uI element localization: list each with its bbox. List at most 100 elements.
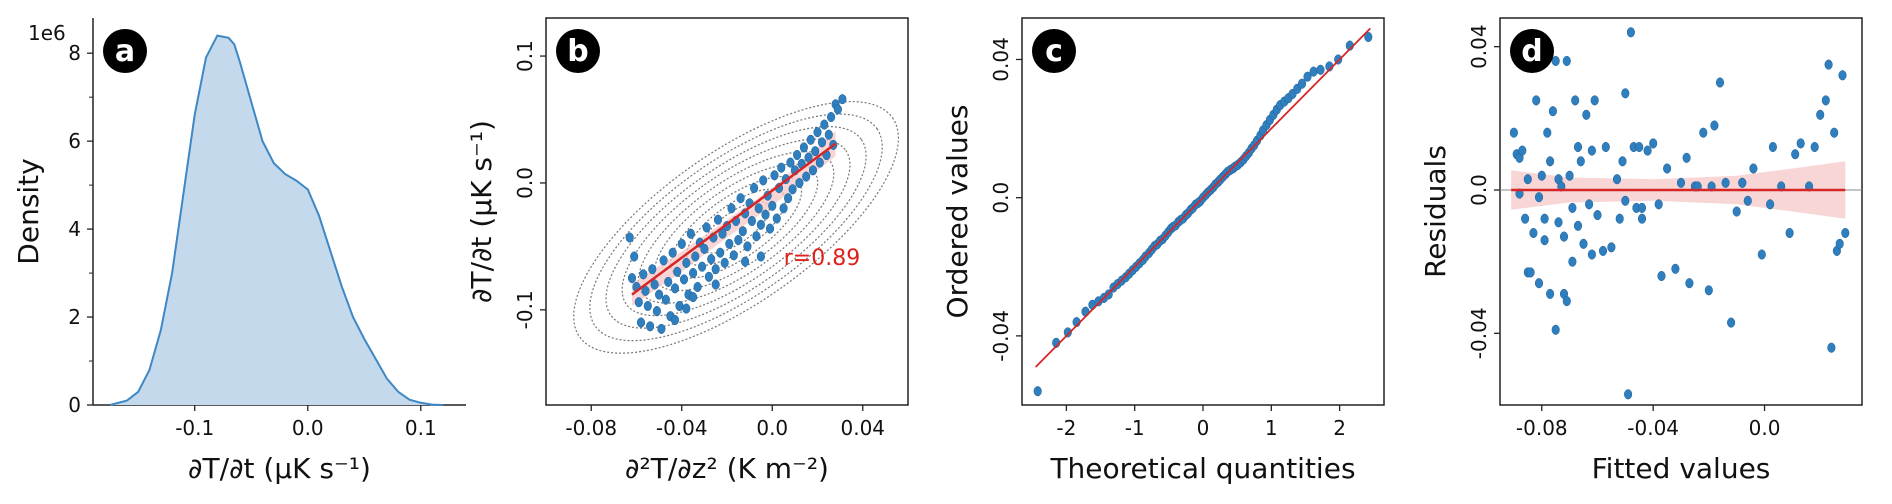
data-point — [759, 175, 768, 186]
data-point — [1063, 327, 1072, 338]
y-axis-label: ∂T/∂t (μK s⁻¹) — [465, 120, 498, 303]
data-point — [677, 238, 686, 249]
data-point — [1364, 31, 1373, 43]
data-point — [652, 306, 661, 317]
data-point — [1715, 77, 1725, 88]
data-point — [1676, 177, 1686, 188]
data-point — [1573, 141, 1583, 153]
data-point — [1738, 177, 1747, 188]
contour-ring — [573, 100, 899, 354]
data-point — [1757, 249, 1766, 260]
data-point — [1635, 141, 1644, 153]
data-point — [698, 261, 707, 272]
data-point — [788, 184, 797, 195]
data-point — [1587, 145, 1596, 156]
data-point — [1621, 195, 1630, 206]
data-point — [630, 251, 639, 262]
x-tick-label: 0.0 — [756, 416, 788, 440]
data-point — [1766, 199, 1775, 210]
data-point — [747, 215, 756, 227]
x-tick-label: -1 — [1125, 416, 1145, 440]
data-point — [1309, 66, 1318, 77]
data-point — [643, 300, 652, 312]
data-point — [1546, 156, 1555, 167]
x-tick-label: -0.08 — [565, 416, 617, 440]
data-point — [636, 317, 646, 328]
x-tick-label: -0.08 — [1516, 416, 1568, 440]
y-tick-label: 0.04 — [1467, 24, 1491, 69]
data-point — [1509, 127, 1518, 138]
x-axis-label: Theoretical quantities — [1049, 452, 1355, 485]
data-point — [808, 165, 818, 176]
data-point — [1643, 145, 1652, 156]
data-point — [1585, 199, 1594, 210]
data-point — [702, 222, 711, 233]
data-point — [711, 279, 720, 290]
data-point — [1749, 163, 1758, 174]
contour-ring — [621, 138, 851, 317]
data-point — [1732, 206, 1741, 217]
x-axis-label: ∂²T/∂z² (K m⁻²) — [625, 452, 829, 485]
x-axis-label: ∂T/∂t (μK s⁻¹) — [188, 452, 371, 485]
data-point — [1537, 170, 1546, 181]
y-tick-label: 0 — [68, 393, 81, 417]
x-tick-label: 1 — [1265, 416, 1278, 440]
data-point — [813, 127, 822, 138]
data-point — [738, 226, 747, 237]
kde-area — [109, 35, 444, 405]
data-point — [1626, 27, 1635, 38]
data-point — [1785, 227, 1794, 239]
data-point — [833, 104, 842, 115]
y-tick-label: 2 — [68, 305, 81, 329]
data-point — [1649, 138, 1658, 149]
data-point — [716, 247, 725, 258]
data-point — [1682, 152, 1691, 163]
data-point — [1671, 263, 1680, 274]
data-point — [786, 157, 795, 168]
panel-letter: c — [1045, 34, 1063, 69]
data-point — [1551, 324, 1560, 335]
data-point — [1710, 120, 1719, 131]
data-point — [1598, 245, 1608, 256]
data-point — [772, 213, 781, 224]
axes-frame — [1021, 17, 1385, 406]
data-point — [1821, 95, 1830, 106]
data-point — [1593, 210, 1602, 221]
data-point — [1562, 55, 1571, 67]
data-point — [691, 251, 700, 262]
data-point — [693, 281, 702, 293]
data-point — [1303, 71, 1312, 82]
data-point — [768, 200, 777, 211]
x-tick-label: 0.0 — [292, 416, 324, 440]
data-point — [1621, 88, 1630, 99]
fit-line — [631, 142, 837, 296]
data-point — [661, 294, 670, 305]
data-point — [1704, 285, 1713, 296]
y-axis-label: Density — [12, 158, 45, 264]
panel-letter: d — [1521, 34, 1542, 69]
x-tick-label: 0.0 — [1749, 416, 1781, 440]
data-point — [1791, 149, 1800, 160]
data-point — [682, 303, 691, 314]
data-point — [756, 219, 765, 230]
panel-letter: a — [115, 34, 135, 69]
data-point — [648, 264, 657, 275]
data-point — [1838, 70, 1847, 81]
y-tick-label: -0.04 — [989, 310, 1013, 362]
data-point — [750, 182, 759, 194]
data-point — [1768, 141, 1777, 153]
data-point — [673, 266, 682, 277]
x-tick-label: 0 — [1197, 416, 1210, 440]
data-point — [784, 193, 793, 204]
x-tick-label: 0.04 — [840, 416, 885, 440]
data-point — [655, 289, 664, 300]
data-point — [1743, 195, 1752, 206]
data-point — [1579, 238, 1588, 249]
x-tick-label: -0.04 — [1627, 416, 1679, 440]
data-point — [815, 157, 824, 168]
data-point — [657, 323, 666, 334]
data-point — [625, 232, 634, 243]
data-point — [689, 267, 698, 279]
data-point — [1727, 317, 1736, 328]
